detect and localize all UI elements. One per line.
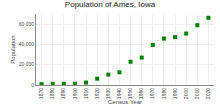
- svg-text:1910: 1910: [83, 88, 89, 99]
- svg-text:2020: 2020: [205, 88, 211, 99]
- svg-text:Census Year: Census Year: [108, 99, 142, 105]
- svg-text:1970: 1970: [149, 88, 155, 99]
- svg-text:2000: 2000: [183, 88, 189, 99]
- svg-text:60,000: 60,000: [19, 21, 35, 27]
- svg-text:Population: Population: [10, 35, 16, 63]
- svg-text:1990: 1990: [172, 88, 178, 99]
- svg-text:1900: 1900: [72, 88, 78, 99]
- svg-text:1930: 1930: [105, 88, 111, 99]
- svg-text:1870: 1870: [38, 88, 44, 99]
- svg-text:0: 0: [31, 82, 34, 88]
- svg-text:1940: 1940: [116, 88, 122, 99]
- svg-text:1960: 1960: [138, 88, 144, 99]
- svg-text:1880: 1880: [49, 88, 55, 99]
- svg-text:1980: 1980: [161, 88, 167, 99]
- svg-text:40,000: 40,000: [19, 41, 35, 47]
- svg-text:1920: 1920: [94, 88, 100, 99]
- svg-text:Population of Ames, Iowa: Population of Ames, Iowa: [65, 0, 156, 9]
- svg-text:20,000: 20,000: [19, 61, 35, 67]
- svg-text:2010: 2010: [194, 88, 200, 99]
- svg-text:1890: 1890: [60, 88, 66, 99]
- svg-text:1950: 1950: [127, 88, 133, 99]
